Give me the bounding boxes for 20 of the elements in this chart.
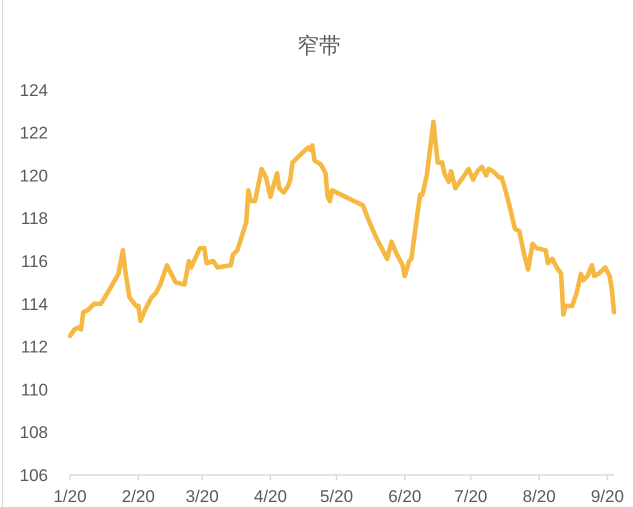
x-tick-label: 5/20 [320, 487, 354, 506]
y-tick-label: 120 [20, 166, 48, 186]
y-tick-label: 122 [20, 124, 48, 143]
y-tick-label: 124 [20, 80, 48, 100]
y-tick-label: 108 [20, 423, 48, 442]
x-tick-label: 7/20 [454, 487, 488, 506]
title: 窄带 [297, 33, 341, 58]
y-tick-label: 114 [20, 294, 48, 314]
x-tick-label: 6/20 [388, 487, 422, 506]
x-tick-label: 1/20 [53, 487, 87, 506]
x-tick-label: 2/20 [122, 487, 155, 506]
x-tick-label: 9/20 [590, 487, 624, 506]
y-tick-label: 110 [20, 380, 48, 400]
y-tick-label: 118 [20, 209, 48, 228]
x-tick-label: 4/20 [254, 487, 287, 506]
y-tick-label: 106 [20, 466, 48, 485]
x-tick-label: 3/20 [186, 487, 219, 506]
x-tick-label: 8/20 [522, 487, 556, 506]
y-tick-label: 116 [20, 252, 48, 271]
y-tick-label: 112 [20, 338, 48, 357]
